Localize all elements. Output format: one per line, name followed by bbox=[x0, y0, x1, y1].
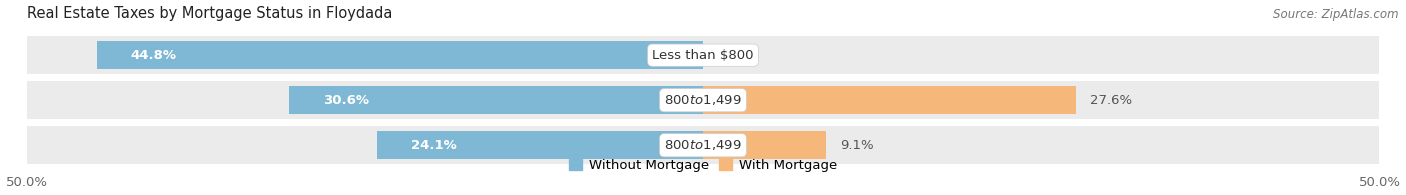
Text: 27.6%: 27.6% bbox=[1090, 94, 1132, 107]
Bar bbox=[27, 81, 1379, 119]
Text: $800 to $1,499: $800 to $1,499 bbox=[664, 138, 742, 152]
Bar bbox=[703, 86, 1077, 114]
Text: Less than $800: Less than $800 bbox=[652, 49, 754, 62]
Bar bbox=[27, 126, 1379, 164]
Text: 0.0%: 0.0% bbox=[717, 49, 749, 62]
Text: $800 to $1,499: $800 to $1,499 bbox=[664, 93, 742, 107]
Text: Real Estate Taxes by Mortgage Status in Floydada: Real Estate Taxes by Mortgage Status in … bbox=[27, 5, 392, 20]
Legend: Without Mortgage, With Mortgage: Without Mortgage, With Mortgage bbox=[564, 154, 842, 177]
Bar bbox=[97, 41, 703, 69]
Text: 9.1%: 9.1% bbox=[839, 139, 873, 152]
Text: Source: ZipAtlas.com: Source: ZipAtlas.com bbox=[1274, 8, 1399, 21]
Bar bbox=[703, 131, 827, 159]
Text: 44.8%: 44.8% bbox=[131, 49, 177, 62]
Bar bbox=[290, 86, 703, 114]
Text: 30.6%: 30.6% bbox=[323, 94, 368, 107]
Bar bbox=[377, 131, 703, 159]
Text: 24.1%: 24.1% bbox=[411, 139, 457, 152]
Bar bbox=[27, 36, 1379, 74]
